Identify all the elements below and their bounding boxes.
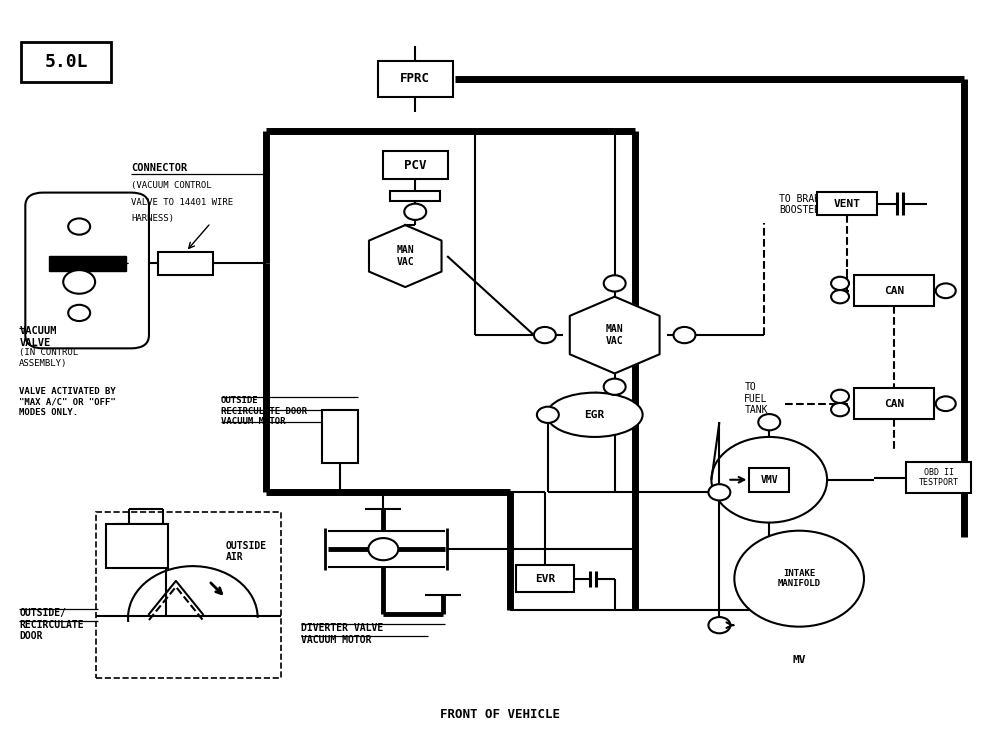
Text: VALVE ACTIVATED BY
"MAX A/C" OR "OFF"
MODES ONLY.: VALVE ACTIVATED BY "MAX A/C" OR "OFF" MO… — [19, 387, 116, 416]
Text: OUTSIDE
AIR: OUTSIDE AIR — [226, 541, 267, 562]
FancyBboxPatch shape — [516, 565, 574, 592]
Text: CONNECTOR: CONNECTOR — [131, 163, 187, 173]
Circle shape — [758, 414, 780, 431]
Text: FPRC: FPRC — [400, 73, 430, 85]
Text: VACUUM
VALVE: VACUUM VALVE — [19, 326, 57, 348]
Text: FRONT OF VEHICLE: FRONT OF VEHICLE — [440, 708, 560, 721]
Text: OUTSIDE
RECIRCULATE DOOR
VACUUM MOTOR: OUTSIDE RECIRCULATE DOOR VACUUM MOTOR — [221, 396, 307, 426]
Text: MAN
VAC: MAN VAC — [396, 245, 414, 267]
Text: CAN: CAN — [884, 286, 904, 296]
Ellipse shape — [547, 393, 643, 437]
Circle shape — [604, 379, 626, 395]
Circle shape — [68, 219, 90, 235]
Circle shape — [708, 484, 730, 500]
Text: EVR: EVR — [535, 574, 555, 584]
Circle shape — [368, 538, 398, 560]
Text: CAN: CAN — [884, 399, 904, 409]
FancyBboxPatch shape — [21, 41, 111, 82]
Text: (IN CONTROL
ASSEMBLY): (IN CONTROL ASSEMBLY) — [19, 348, 78, 368]
FancyBboxPatch shape — [378, 62, 453, 96]
FancyBboxPatch shape — [383, 151, 448, 179]
Text: OBD II
TESTPORT: OBD II TESTPORT — [919, 468, 959, 488]
FancyBboxPatch shape — [817, 192, 877, 216]
Text: VMV: VMV — [760, 475, 778, 485]
Circle shape — [68, 305, 90, 321]
Text: TO
FUEL
TANK: TO FUEL TANK — [744, 382, 768, 415]
Text: TO BRAKE
BOOSTER: TO BRAKE BOOSTER — [779, 193, 826, 215]
FancyBboxPatch shape — [158, 252, 213, 275]
Text: VENT: VENT — [834, 199, 861, 209]
FancyBboxPatch shape — [749, 468, 789, 491]
FancyBboxPatch shape — [96, 512, 281, 678]
FancyBboxPatch shape — [25, 193, 149, 348]
Circle shape — [63, 270, 95, 293]
Circle shape — [604, 275, 626, 291]
Text: MAN
VAC: MAN VAC — [606, 325, 623, 346]
Text: 5.0L: 5.0L — [44, 53, 88, 71]
FancyBboxPatch shape — [390, 191, 440, 201]
Circle shape — [404, 204, 426, 220]
Polygon shape — [369, 225, 442, 287]
Text: PCV: PCV — [404, 159, 426, 172]
FancyBboxPatch shape — [854, 275, 934, 306]
FancyBboxPatch shape — [322, 410, 358, 463]
Text: OUTSIDE/
RECIRCULATE
DOOR: OUTSIDE/ RECIRCULATE DOOR — [19, 608, 84, 642]
Text: HARNESS): HARNESS) — [131, 214, 174, 223]
Text: (VACUUM CONTROL: (VACUUM CONTROL — [131, 182, 212, 190]
Circle shape — [534, 327, 556, 343]
Circle shape — [831, 276, 849, 290]
Circle shape — [674, 327, 695, 343]
FancyBboxPatch shape — [106, 524, 168, 568]
Text: MV: MV — [792, 655, 806, 665]
Circle shape — [831, 390, 849, 403]
Circle shape — [831, 403, 849, 416]
Circle shape — [708, 617, 730, 634]
Circle shape — [711, 437, 827, 522]
Polygon shape — [49, 256, 126, 271]
FancyBboxPatch shape — [906, 462, 971, 493]
Text: VALVE TO 14401 WIRE: VALVE TO 14401 WIRE — [131, 198, 233, 207]
Text: EGR: EGR — [585, 410, 605, 420]
Polygon shape — [570, 296, 660, 373]
Circle shape — [936, 283, 956, 298]
Circle shape — [831, 290, 849, 303]
Circle shape — [936, 396, 956, 411]
Text: DIVERTER VALVE
VACUUM MOTOR: DIVERTER VALVE VACUUM MOTOR — [301, 623, 383, 645]
Text: INTAKE
MANIFOLD: INTAKE MANIFOLD — [778, 569, 821, 588]
Circle shape — [734, 531, 864, 627]
FancyBboxPatch shape — [854, 388, 934, 419]
Circle shape — [537, 407, 559, 423]
